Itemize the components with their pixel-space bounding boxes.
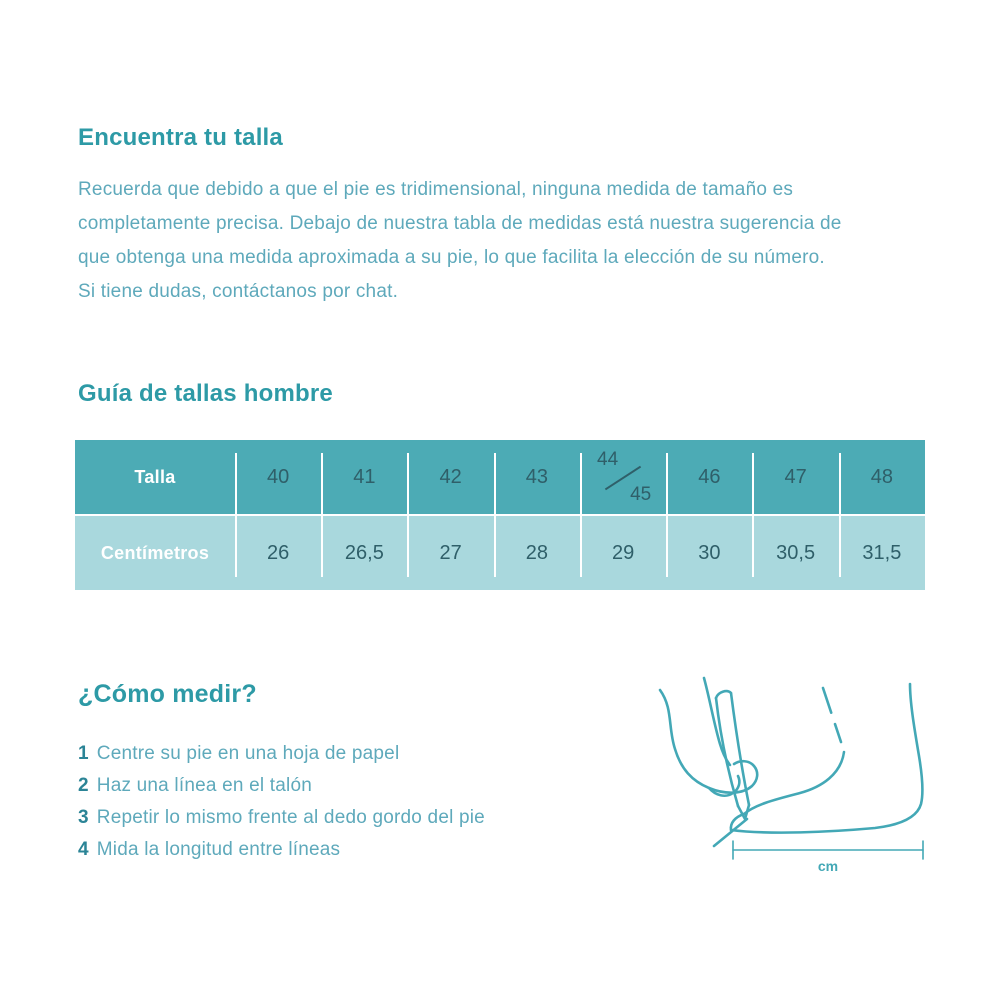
intro-line: completamente precisa. Debajo de nuestra… (78, 213, 842, 234)
cm-cell: 28 (525, 541, 548, 564)
step-number: 4 (78, 839, 89, 860)
foot-sole-heel (729, 682, 924, 834)
centimetros-row-label: Centímetros (100, 542, 210, 563)
size-cell: 41 (353, 465, 376, 488)
intro-paragraph: Recuerda que debido a que el pie es trid… (78, 173, 938, 309)
hand-outline (658, 688, 759, 794)
size-guide-heading: Guía de tallas hombre (78, 380, 333, 407)
cm-label: cm (818, 858, 838, 874)
shin-dashed-line (821, 686, 843, 744)
cm-cell: 30,5 (776, 541, 816, 564)
column-divider (580, 453, 582, 577)
size-cell: 43 (525, 465, 548, 488)
how-to-measure-heading: ¿Cómo medir? (78, 680, 257, 708)
size-cell: 42 (439, 465, 462, 488)
intro-line: Recuerda que debido a que el pie es trid… (78, 179, 794, 200)
toe-front (729, 812, 746, 832)
measure-ticks (732, 840, 924, 860)
size-row: Talla 40 41 42 43 44 45 46 47 48 (75, 440, 925, 516)
column-divider (752, 453, 754, 577)
intro-line: Si tiene dudas, contáctanos por chat. (78, 281, 399, 302)
size-cell: 47 (784, 465, 807, 488)
foot-measuring-svg: cm (658, 676, 924, 874)
column-divider (839, 453, 841, 577)
page-title: Encuentra tu talla (78, 124, 283, 151)
pencil-mark-line (712, 817, 749, 848)
column-divider (321, 453, 323, 577)
step-text: Centre su pie en una hoja de papel (96, 743, 400, 764)
measure-steps: 1 Centre su pie en una hoja de papel 2 Haz… (78, 738, 485, 866)
cm-cell: 31,5 (862, 541, 902, 564)
step-text: Mida la longitud entre líneas (96, 839, 341, 860)
split-size-top: 44 (597, 449, 619, 470)
cm-row: Centímetros 26 26,5 27 28 29 30 30,5 31,… (75, 516, 925, 590)
size-cell: 48 (870, 465, 893, 488)
talla-row-label: Talla (134, 466, 176, 487)
split-size-bottom: 45 (630, 484, 652, 505)
cm-cell: 27 (439, 541, 462, 564)
step-number: 1 (78, 743, 89, 764)
column-divider (666, 453, 668, 577)
column-divider (407, 453, 409, 577)
step-number: 2 (78, 775, 89, 796)
size-cell: 40 (267, 465, 290, 488)
cm-cell: 30 (698, 541, 721, 564)
measure-step: 3 Repetir lo mismo frente al dedo gordo d… (78, 802, 485, 834)
cm-cell: 26,5 (344, 541, 384, 564)
size-table: Talla 40 41 42 43 44 45 46 47 48 Centíme… (75, 440, 925, 590)
pencil-top (714, 689, 733, 700)
foot-instep (742, 750, 846, 816)
measure-step: 1 Centre su pie en una hoja de papel (78, 738, 485, 770)
step-number: 3 (78, 807, 89, 828)
measure-step: 4 Mida la longitud entre líneas (78, 834, 485, 866)
cm-cell: 26 (267, 541, 290, 564)
intro-line: que obtenga una medida aproximada a su p… (78, 247, 825, 268)
size-cell-split: 44 45 (580, 440, 666, 514)
step-text: Haz una línea en el talón (96, 775, 312, 796)
cm-cell: 29 (612, 541, 635, 564)
step-text: Repetir lo mismo frente al dedo gordo de… (96, 807, 485, 828)
pencil-outline (714, 696, 740, 808)
column-divider (235, 453, 237, 577)
size-cell: 46 (698, 465, 721, 488)
measure-step: 2 Haz una línea en el talón (78, 770, 485, 802)
column-divider (494, 453, 496, 577)
pencil-outline (729, 691, 751, 807)
foot-measuring-illustration: cm (630, 648, 960, 888)
